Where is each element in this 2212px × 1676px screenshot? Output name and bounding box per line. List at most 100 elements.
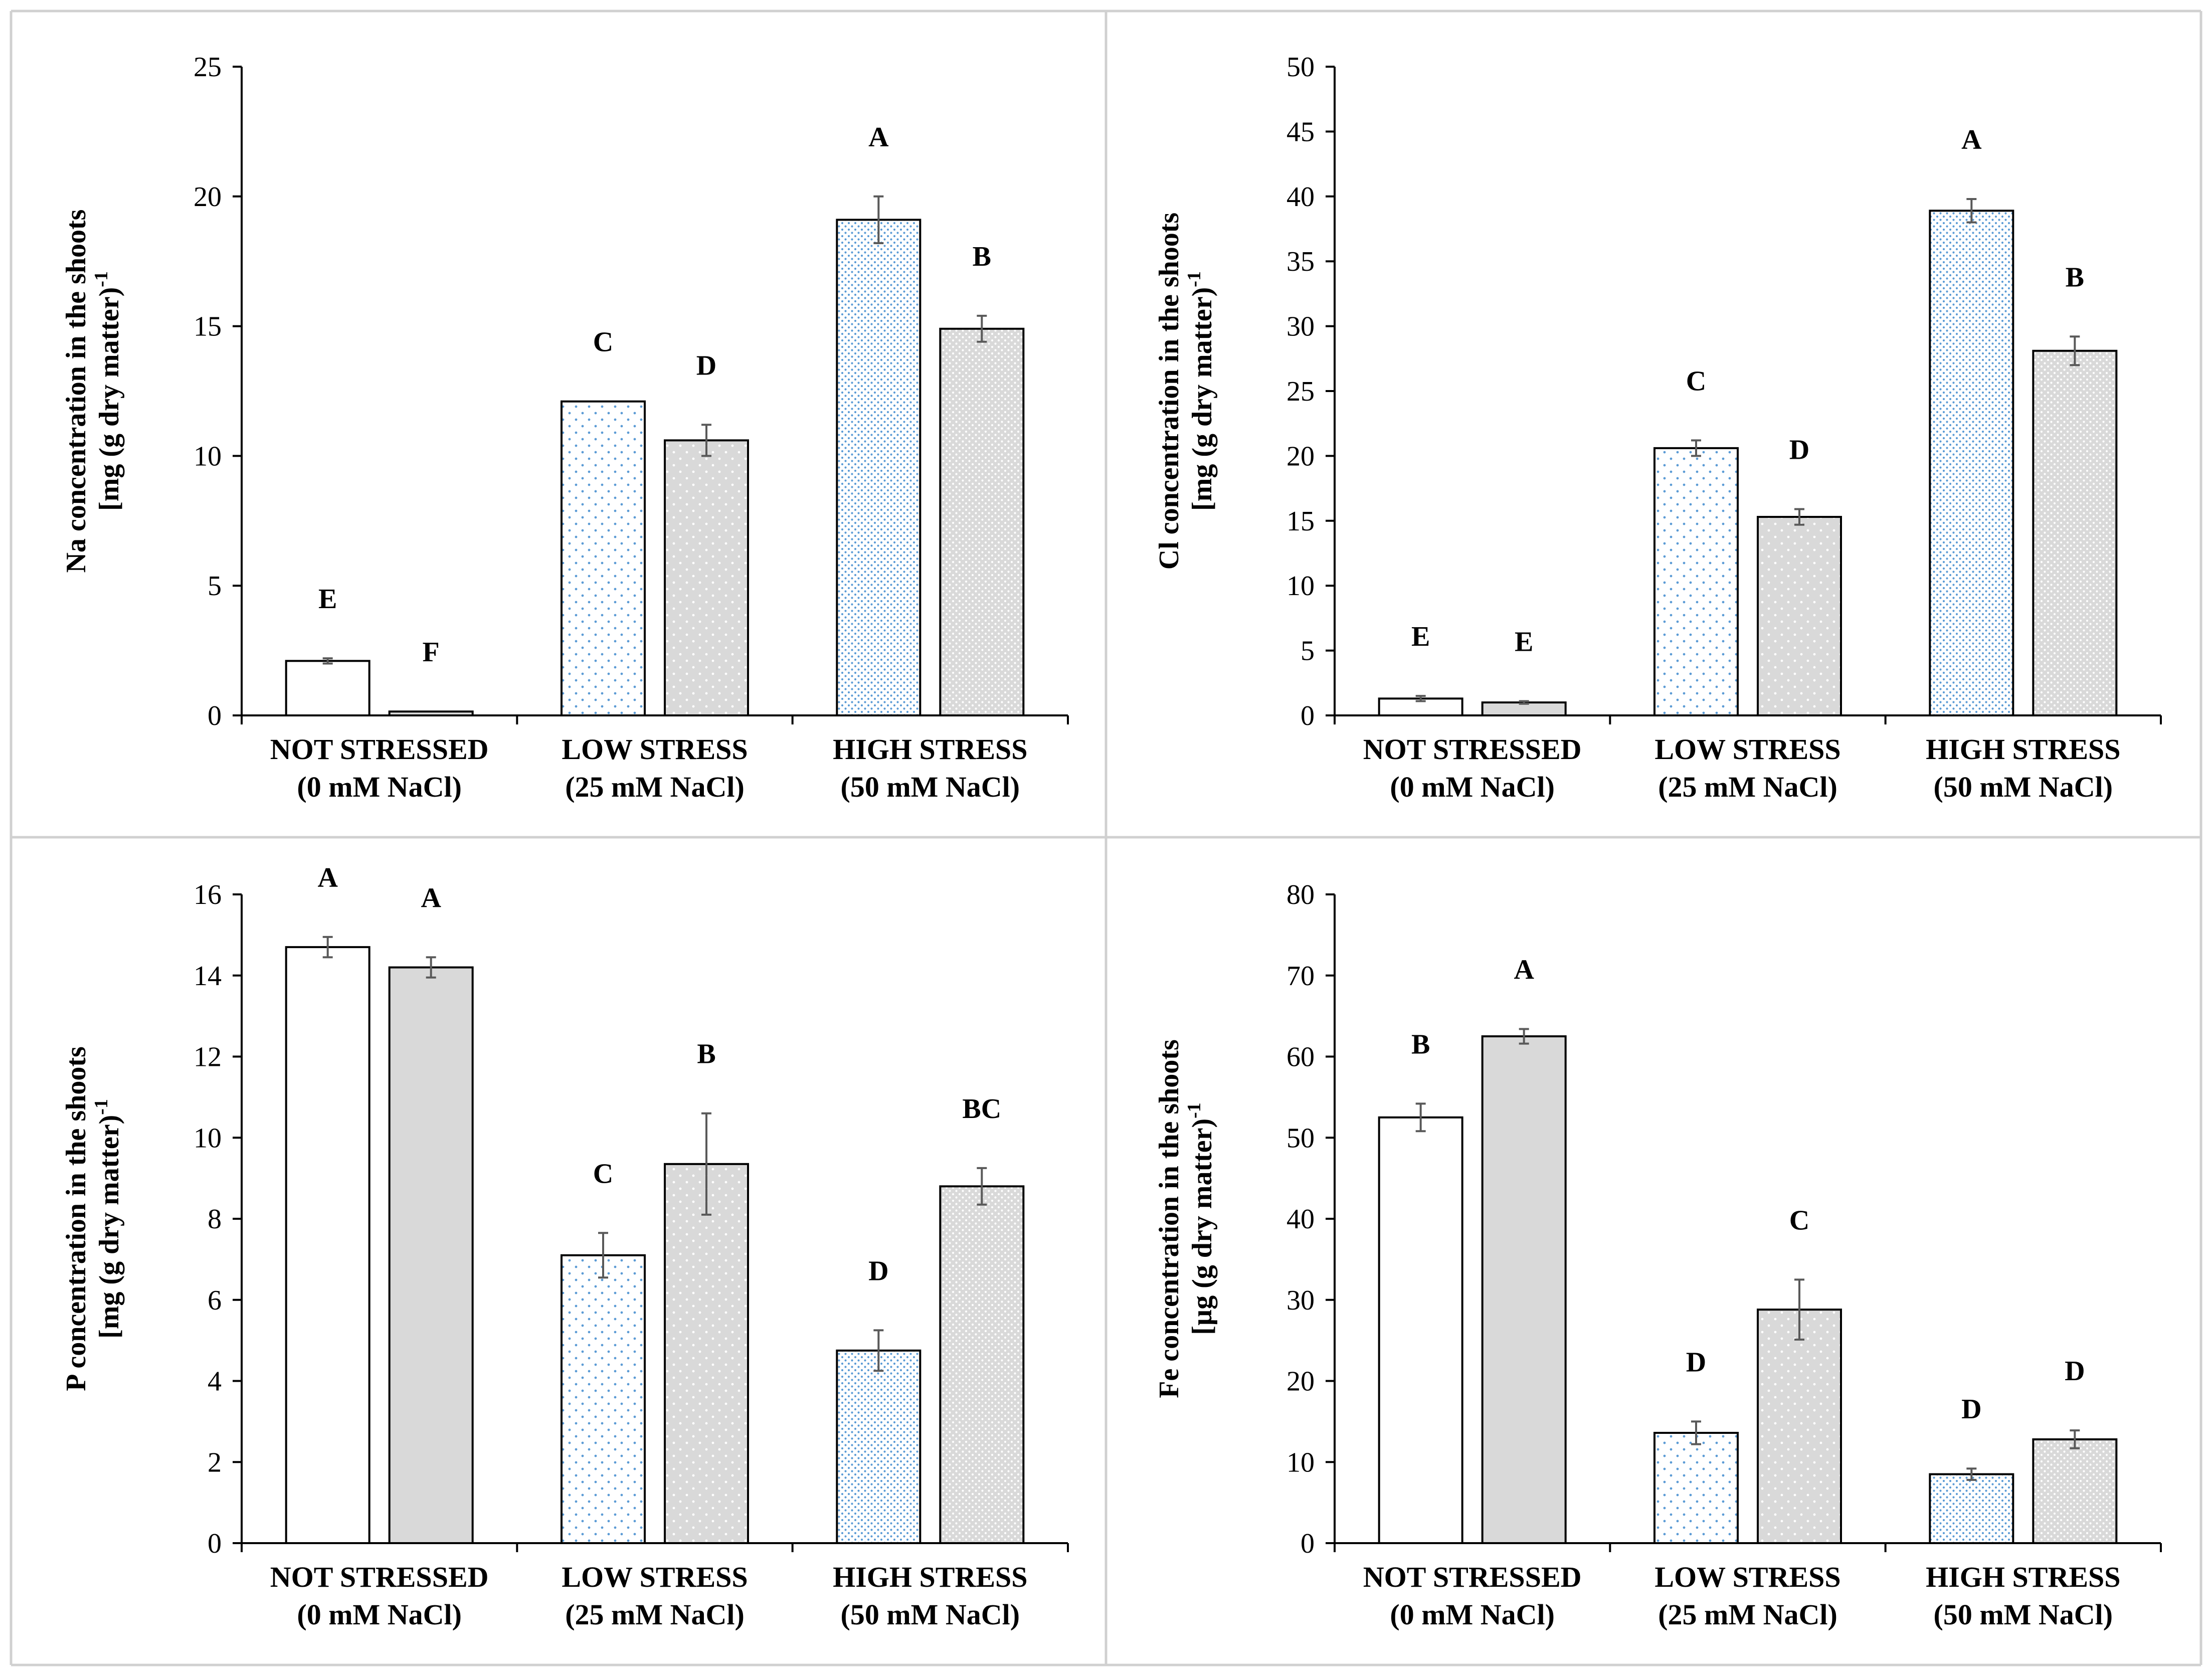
p-significance-letter: B — [697, 1039, 715, 1070]
na-y-tick-label: 20 — [194, 181, 222, 213]
cl-category-label: HIGH STRESS — [1926, 733, 2120, 766]
p-bar — [939, 1185, 1025, 1545]
na-bar — [836, 219, 921, 717]
na-bar — [664, 439, 749, 716]
na-significance-letter: F — [423, 637, 440, 668]
cl-category-sublabel: (25 mM NaCl) — [1658, 771, 1837, 803]
cl-bar — [2032, 349, 2118, 716]
p-y-tick-label: 6 — [208, 1285, 222, 1316]
cl-category-sublabel: (50 mM NaCl) — [1934, 771, 2113, 803]
fe-bar — [1481, 1035, 1567, 1544]
cl-significance-letter: C — [1686, 365, 1706, 397]
na-significance-letter: A — [868, 122, 889, 153]
na-bar — [939, 327, 1025, 716]
cl-y-tick-label: 45 — [1286, 116, 1315, 147]
cl-significance-letter: D — [1789, 435, 1809, 466]
p-bar — [836, 1349, 921, 1544]
cl-y-axis-title-line1: Cl concentration in the shoots — [1154, 213, 1185, 570]
cl-y-tick-label: 0 — [1301, 700, 1315, 731]
fe-bar — [1378, 1116, 1463, 1544]
cl-bar — [1757, 516, 1842, 716]
fe-category-sublabel: (25 mM NaCl) — [1658, 1598, 1837, 1631]
fe-category-label: HIGH STRESS — [1926, 1561, 2120, 1593]
p-y-tick-label: 4 — [208, 1366, 222, 1397]
fe-y-tick-label: 20 — [1286, 1366, 1315, 1397]
fe-significance-letter: A — [1514, 955, 1534, 986]
cl-category-label: LOW STRESS — [1654, 733, 1840, 766]
p-y-tick-label: 8 — [208, 1204, 222, 1235]
fe-significance-letter: D — [2065, 1356, 2085, 1387]
p-category-label: NOT STRESSED — [270, 1561, 489, 1593]
na-bar — [285, 660, 371, 716]
cl-y-tick-label: 10 — [1286, 571, 1315, 602]
fe-significance-letter: D — [1961, 1394, 1981, 1425]
p-category-sublabel: (0 mM NaCl) — [297, 1598, 462, 1631]
fe-chart-panel: 0 10 20 30 40 50 60 70 80 NOT STRESSED (0 mM NaCl)… — [1154, 879, 2162, 1631]
na-y-tick-label: 15 — [194, 311, 222, 342]
p-y-tick-label: 14 — [194, 961, 222, 992]
cl-bar — [1929, 210, 2014, 716]
fe-bar — [1929, 1473, 2014, 1544]
fe-category-label: LOW STRESS — [1654, 1561, 1840, 1593]
fe-bar — [2032, 1438, 2118, 1544]
cl-category-sublabel: (0 mM NaCl) — [1390, 771, 1555, 803]
na-significance-letter: D — [696, 350, 716, 381]
na-category-sublabel: (50 mM NaCl) — [841, 771, 1020, 803]
na-bar — [561, 400, 646, 716]
cl-y-tick-label: 5 — [1301, 636, 1315, 667]
fe-y-axis-title-line1: Fe concentration in the shoots — [1154, 1039, 1185, 1398]
p-significance-letter: A — [421, 882, 441, 913]
fe-bar — [1653, 1432, 1739, 1545]
na-y-tick-label: 5 — [208, 571, 222, 602]
cl-y-axis-title-line2: [mg (g dry matter) — [1187, 287, 1218, 511]
fe-significance-letter: B — [1411, 1029, 1430, 1060]
p-category-sublabel: (50 mM NaCl) — [841, 1598, 1020, 1631]
na-significance-letter: C — [593, 327, 613, 358]
p-chart-panel: 0 2 4 6 8 10 12 14 16 NOT STRESSED (0 mM NaCl) LOW … — [61, 862, 1069, 1631]
p-significance-letter: BC — [962, 1093, 1001, 1125]
na-category-sublabel: (0 mM NaCl) — [297, 771, 462, 803]
fe-category-label: NOT STRESSED — [1363, 1561, 1582, 1593]
na-y-axis-title-line1: Na concentration in the shoots — [61, 210, 92, 573]
na-y-axis-title: Na concentration in the shoots[mg (g dry… — [61, 210, 125, 573]
fe-y-axis-title-line2: [µg (g dry matter) — [1187, 1119, 1218, 1335]
fe-significance-letter: D — [1686, 1347, 1706, 1378]
cl-y-tick-label: 40 — [1286, 181, 1315, 213]
cl-significance-letter: A — [1961, 124, 1982, 155]
cl-y-tick-label: 15 — [1286, 506, 1315, 537]
fe-y-tick-label: 30 — [1286, 1285, 1315, 1316]
p-bar — [388, 966, 474, 1544]
fe-y-axis-title-exponent: -1 — [1184, 1102, 1205, 1119]
p-category-label: LOW STRESS — [562, 1561, 748, 1593]
na-chart-panel: 0 5 10 15 20 25 NOT STRESSED (0 mM NaCl) LOW STR… — [61, 52, 1069, 803]
na-y-tick-label: 0 — [208, 700, 222, 731]
fe-y-tick-label: 10 — [1286, 1447, 1315, 1478]
na-y-axis-title-exponent: -1 — [91, 271, 112, 287]
fe-y-tick-label: 80 — [1286, 879, 1315, 910]
na-category-label: LOW STRESS — [562, 733, 748, 766]
cl-significance-letter: E — [1515, 627, 1533, 658]
p-bar — [664, 1163, 749, 1545]
cl-significance-letter: B — [2066, 262, 2084, 293]
p-y-tick-label: 0 — [208, 1528, 222, 1559]
cl-category-label: NOT STRESSED — [1363, 733, 1582, 766]
cl-bar — [1653, 447, 1739, 716]
p-y-axis-title-line1: P concentration in the shoots — [61, 1046, 92, 1391]
cl-y-tick-label: 50 — [1286, 52, 1315, 83]
fe-y-tick-label: 50 — [1286, 1123, 1315, 1154]
p-category-sublabel: (25 mM NaCl) — [565, 1598, 745, 1631]
fe-significance-letter: C — [1789, 1205, 1809, 1236]
p-y-axis-title: P concentration in the shoots[mg (g dry … — [61, 1046, 125, 1391]
p-category-label: HIGH STRESS — [833, 1561, 1027, 1593]
p-y-axis-title-exponent: -1 — [91, 1099, 112, 1115]
p-significance-letter: D — [868, 1255, 888, 1286]
fe-category-sublabel: (50 mM NaCl) — [1934, 1598, 2113, 1631]
p-bar — [561, 1254, 646, 1545]
fe-bar — [1757, 1309, 1842, 1544]
cl-y-tick-label: 30 — [1286, 311, 1315, 342]
na-significance-letter: E — [318, 584, 337, 615]
p-y-axis-title-line2: [mg (g dry matter) — [94, 1115, 125, 1339]
p-significance-letter: C — [593, 1158, 613, 1189]
na-y-tick-label: 10 — [194, 441, 222, 472]
